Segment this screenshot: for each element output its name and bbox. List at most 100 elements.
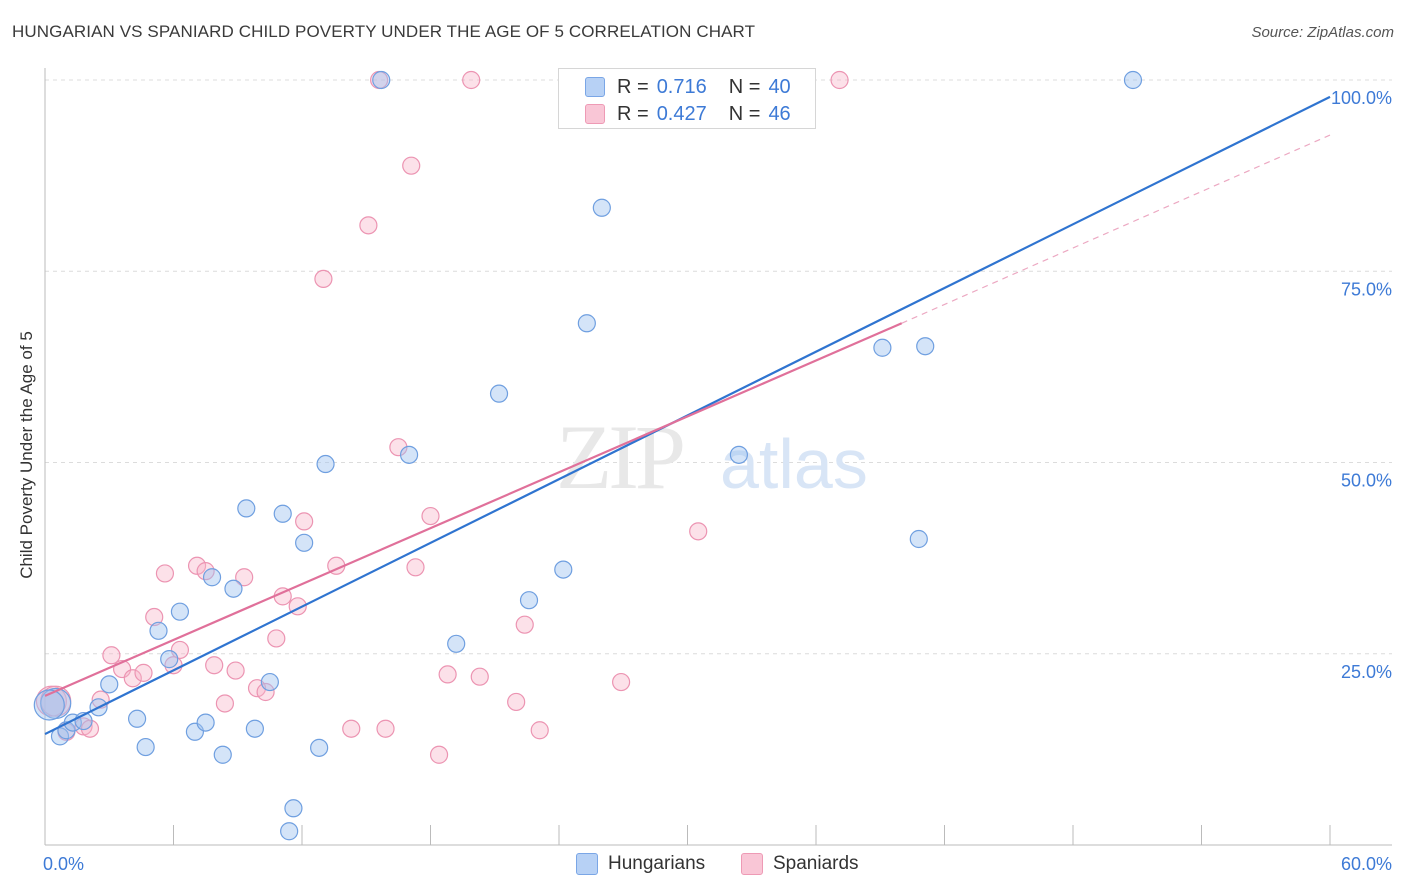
hungarian-point [245, 719, 264, 738]
hungarian-point [213, 745, 232, 764]
hungarian-point [136, 737, 155, 757]
hungarian-point [873, 338, 892, 357]
spaniards-legend-swatch [741, 853, 763, 875]
n-label: N = [728, 75, 761, 98]
hungarian-point [202, 568, 222, 587]
hungarian-point [577, 314, 596, 333]
hungarian-point [149, 621, 168, 640]
spaniards-trend-line [44, 322, 903, 697]
spaniard-point [689, 522, 708, 541]
x-tick-label: 0.0% [43, 854, 84, 874]
spaniards-r-value: 0.427 [656, 102, 707, 125]
stats-legend: R = 0.716 N = 40 R = 0.427 N = 46 [558, 68, 816, 129]
spaniard-point [462, 70, 481, 90]
hungarians-swatch [585, 77, 605, 97]
hungarian-point [100, 675, 119, 694]
spaniard-point [314, 269, 333, 288]
n-label: N = [728, 102, 761, 125]
y-tick-label: 75.0% [1341, 279, 1392, 299]
spaniard-point [376, 719, 395, 738]
spaniard-point [215, 694, 234, 713]
hungarians-legend-swatch [576, 853, 598, 875]
spaniard-point [342, 719, 361, 738]
hungarian-point [224, 579, 243, 598]
watermark-zip: ZIP [556, 406, 683, 508]
hungarian-point [519, 591, 539, 610]
y-axis-label: Child Poverty Under the Age of 5 [17, 331, 36, 579]
hungarians-legend-label: Hungarians [608, 853, 706, 874]
y-tick-label: 50.0% [1341, 471, 1392, 491]
spaniard-point [145, 607, 164, 627]
spaniard-point [226, 661, 245, 680]
spaniard-point [187, 556, 207, 575]
hungarians-n-value: 40 [768, 75, 791, 98]
r-label: R = [617, 102, 649, 125]
hungarian-point [909, 529, 928, 549]
hungarian-point [447, 634, 466, 653]
spaniard-point [256, 682, 275, 702]
legend-item-spaniards: Spaniards [741, 852, 859, 876]
hungarian-point [372, 70, 391, 90]
spaniard-point [507, 692, 526, 712]
chart-title: HUNGARIAN VS SPANIARD CHILD POVERTY UNDE… [12, 22, 756, 41]
hungarian-point [399, 445, 419, 464]
spaniard-point [429, 745, 449, 764]
watermark-atlas: atlas [720, 425, 868, 503]
hungarian-point [280, 822, 299, 841]
spaniard-point [530, 721, 549, 740]
spaniard-point [612, 672, 631, 692]
spaniard-point [295, 512, 314, 531]
spaniard-point [470, 667, 489, 686]
hungarian-point [196, 713, 215, 732]
hungarian-point [170, 602, 190, 621]
hungarian-point [33, 689, 65, 721]
spaniard-point [102, 646, 121, 665]
hungarian-point [316, 454, 335, 474]
spaniard-point [402, 156, 421, 175]
spaniards-legend-label: Spaniards [773, 853, 859, 874]
stats-legend-row-spaniards: R = 0.427 N = 46 [585, 102, 791, 126]
spaniards-trend-extension [901, 134, 1331, 324]
spaniard-point [421, 506, 440, 526]
y-tick-label: 25.0% [1341, 662, 1392, 682]
points-layer [33, 70, 1143, 841]
spaniard-point [235, 568, 254, 587]
hungarian-point [729, 445, 749, 464]
hungarian-point [273, 504, 292, 523]
r-label: R = [617, 75, 649, 98]
hungarian-point [916, 337, 935, 356]
spaniards-n-value: 46 [768, 102, 791, 125]
watermark: ZIP atlas [556, 406, 868, 508]
hungarian-point [1123, 70, 1143, 90]
spaniard-point [134, 663, 153, 682]
spaniards-swatch [585, 104, 605, 124]
hungarian-point [127, 709, 147, 728]
hungarian-point [592, 198, 611, 217]
tick-labels: 25.0% 50.0% 75.0% 100.0% 0.0% 60.0% [43, 88, 1392, 874]
spaniard-point [205, 656, 224, 675]
spaniard-point [515, 615, 534, 634]
spaniard-point [267, 629, 286, 648]
axis-layer [44, 68, 1392, 846]
stats-legend-row-hungarians: R = 0.716 N = 40 [585, 75, 791, 99]
spaniard-point [123, 669, 142, 688]
spaniard-point [830, 70, 849, 90]
hungarian-point [554, 560, 573, 579]
hungarian-point [160, 650, 179, 669]
spaniard-point [438, 665, 457, 684]
source-label: Source: ZipAtlas.com [1251, 24, 1394, 41]
x-tick-label: 60.0% [1341, 854, 1392, 874]
hungarians-r-value: 0.716 [656, 75, 707, 98]
hungarian-point [489, 384, 509, 403]
grid-layer [45, 79, 1392, 655]
hungarian-point [260, 672, 279, 692]
spaniard-point [155, 564, 175, 583]
hungarian-point [284, 799, 303, 818]
hungarian-point [237, 499, 256, 518]
hungarian-point [310, 738, 329, 757]
spaniard-point [359, 216, 378, 235]
hungarian-point [295, 533, 314, 552]
trend-layer [44, 95, 1331, 736]
y-tick-label: 100.0% [1331, 88, 1392, 108]
